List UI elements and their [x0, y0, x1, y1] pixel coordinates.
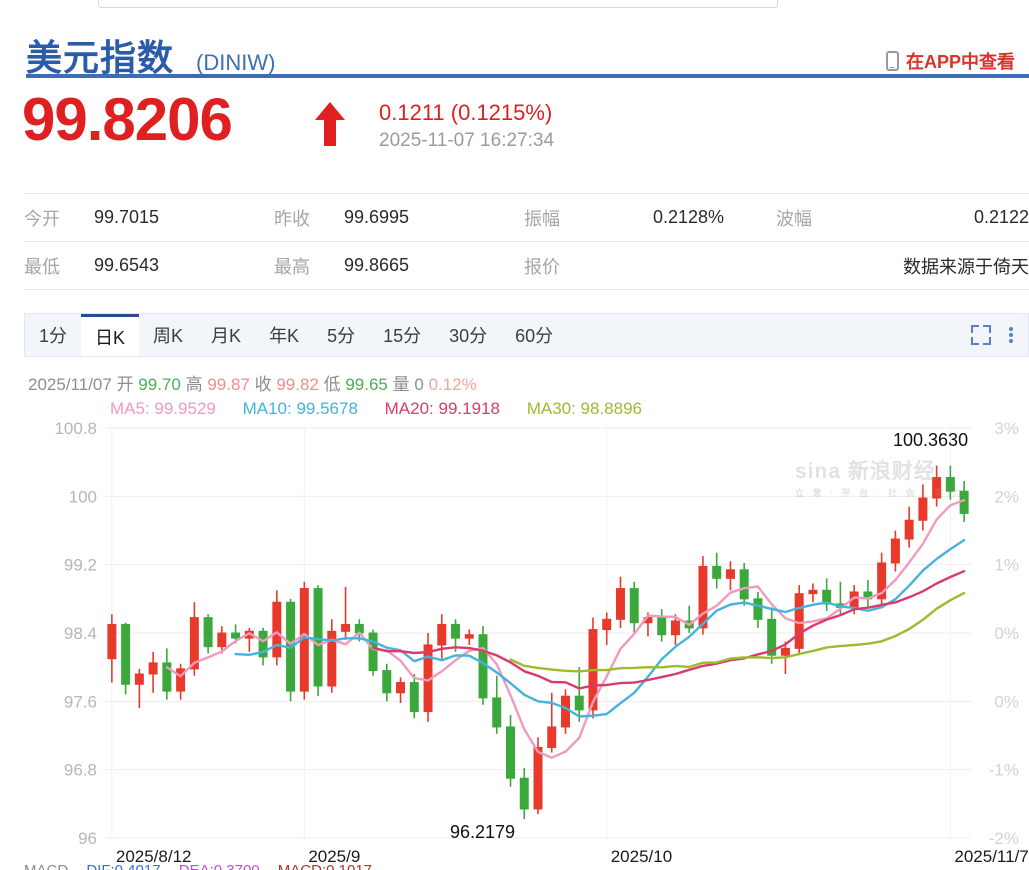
stat-source: 数据来源于倚天	[776, 241, 1029, 289]
stat-high: 最高 99.8665	[274, 241, 524, 289]
tab-15min[interactable]: 15分	[383, 326, 422, 346]
macd-value: MACD:0.1017	[278, 862, 372, 870]
tab-weekk[interactable]: 周K	[153, 326, 184, 346]
svg-text:2025/9: 2025/9	[308, 847, 360, 866]
stat-amplitude-label: 振幅	[524, 208, 560, 229]
stat-prevclose-label: 昨收	[274, 208, 310, 229]
ohlc-close-value: 99.82	[276, 375, 319, 394]
chart-tools	[971, 314, 1028, 356]
price-change: 0.1211 (0.1215%)	[379, 100, 553, 125]
instrument-code: (DINIW)	[196, 50, 276, 75]
tab-1min[interactable]: 1分	[39, 326, 68, 346]
ohlc-info-row: 2025/11/07 开 99.70 高 99.87 收 99.82 低 99.…	[28, 370, 477, 395]
ohlc-high-value: 99.87	[207, 375, 250, 394]
svg-text:1%: 1%	[994, 556, 1019, 575]
chart-canvas: 100.8 100 99.2 98.4 97.6 96.8 96 3% 2% 1% 0% 0% -1% -…	[54, 419, 1028, 866]
header: 美元指数 (DINIW) 在APP中查看	[0, 18, 1029, 76]
tab-yeark[interactable]: 年K	[269, 326, 300, 346]
macd-dea: DEA:0.3700	[179, 862, 260, 870]
macd-info-row: MACD DIF:0.4017 DEA:0.3700 MACD:0.1017	[24, 862, 386, 870]
stat-prevclose-value: 99.6995	[344, 207, 410, 227]
quote-timestamp: 2025-11-07 16:27:34	[379, 130, 555, 151]
stat-open-label: 今开	[24, 208, 60, 229]
stat-bid-label: 报价	[524, 256, 560, 277]
tab-dayk[interactable]: 日K	[81, 314, 140, 356]
svg-text:2025/10: 2025/10	[611, 847, 672, 866]
ohlc-date: 2025/11/07	[28, 375, 112, 394]
ohlc-open-value: 99.70	[138, 375, 181, 394]
low-price-label: 96.2179	[450, 822, 516, 842]
ohlc-volume-value: 0	[414, 375, 424, 394]
ma5-legend: MA5: 99.9529	[110, 399, 216, 418]
expand-icon[interactable]	[971, 325, 991, 345]
stats-row-1: 今开 99.7015 昨收 99.6995 振幅 0.2128% 波幅 0.21…	[24, 193, 1029, 241]
svg-text:100: 100	[69, 487, 97, 506]
stat-open-value: 99.7015	[94, 207, 160, 227]
svg-text:0%: 0%	[994, 624, 1019, 643]
ohlc-volume-label: 量	[392, 375, 410, 394]
open-in-app-link[interactable]: 在APP中查看	[885, 48, 1015, 74]
ohlc-low-value: 99.65	[345, 375, 388, 394]
phone-icon	[885, 51, 899, 71]
svg-text:98.4: 98.4	[64, 624, 97, 643]
top-input-stub[interactable]	[98, 0, 778, 8]
candlestick-chart[interactable]: 100.8 100 99.2 98.4 97.6 96.8 96 3% 2% 1% 0% 0% -1% -…	[0, 419, 1029, 870]
quote-block: 99.8206 0.1211 (0.1215%) 2025-11-07 16:2…	[0, 84, 1029, 170]
tab-60min[interactable]: 60分	[515, 326, 554, 346]
svg-text:3%: 3%	[994, 420, 1019, 438]
peak-price-label: 100.3630	[893, 430, 969, 450]
ohlc-low-label: 低	[323, 375, 341, 394]
ohlc-close-label: 收	[254, 375, 272, 394]
data-source-note: 数据来源于倚天	[903, 256, 1029, 277]
svg-text:2025/8/12: 2025/8/12	[116, 847, 192, 866]
svg-text:2%: 2%	[994, 487, 1019, 506]
svg-text:99.2: 99.2	[64, 556, 97, 575]
more-vertical-icon[interactable]	[1009, 325, 1014, 345]
stat-bid: 报价	[524, 241, 776, 289]
sina-watermark: sina 新浪财经 立 意 · 平 台 · 社 会 · 实 力	[795, 460, 964, 498]
tab-monthk[interactable]: 月K	[211, 326, 242, 346]
svg-text:-2%: -2%	[989, 829, 1019, 848]
last-price: 99.8206	[22, 86, 233, 153]
svg-text:2025/11/7: 2025/11/7	[954, 847, 1028, 866]
stat-high-label: 最高	[274, 256, 310, 277]
header-divider	[26, 74, 1029, 78]
tab-30min[interactable]: 30分	[449, 326, 488, 346]
stat-range-value: 0.2122	[973, 207, 1029, 227]
ma30-legend: MA30: 98.8896	[526, 399, 642, 418]
svg-text:97.6: 97.6	[64, 692, 97, 711]
open-in-app-label: 在APP中查看	[905, 52, 1015, 72]
svg-text:100.8: 100.8	[54, 420, 97, 438]
ohlc-open-label: 开	[116, 375, 134, 394]
stat-low-label: 最低	[24, 256, 60, 277]
svg-text:96.8: 96.8	[64, 761, 97, 780]
stats-bottom-divider	[24, 289, 1029, 290]
stat-range: 波幅 0.2122	[776, 193, 1029, 241]
ohlc-high-label: 高	[185, 375, 203, 394]
stat-open: 今开 99.7015	[24, 193, 274, 241]
stat-low-value: 99.6543	[94, 255, 160, 275]
svg-text:-1%: -1%	[989, 761, 1019, 780]
tab-5min[interactable]: 5分	[327, 326, 356, 346]
stat-range-label: 波幅	[776, 208, 812, 229]
stat-amplitude-value: 0.2128%	[652, 207, 724, 227]
svg-text:0%: 0%	[994, 692, 1019, 711]
svg-text:96: 96	[78, 829, 97, 848]
stat-prevclose: 昨收 99.6995	[274, 193, 524, 241]
period-tabbar: 1分 日K 周K 月K 年K 5分 15分 30分 60分	[24, 313, 1029, 357]
page-title: 美元指数	[26, 37, 175, 78]
macd-dif: DIF:0.4017	[86, 862, 160, 870]
macd-label: MACD	[24, 862, 68, 870]
stat-low: 最低 99.6543	[24, 241, 274, 289]
ma20-legend: MA20: 99.1918	[384, 399, 500, 418]
stat-amplitude: 振幅 0.2128%	[524, 193, 776, 241]
stats-row-2: 最低 99.6543 最高 99.8665 报价 数据来源于倚天	[24, 241, 1029, 289]
ohlc-percent: 0.12%	[428, 375, 477, 394]
stat-high-value: 99.8665	[344, 255, 410, 275]
stats-table: 今开 99.7015 昨收 99.6995 振幅 0.2128% 波幅 0.21…	[24, 193, 1029, 289]
ma-legend-row: MA5: 99.9529 MA10: 99.5678 MA20: 99.1918…	[110, 399, 664, 419]
ma10-legend: MA10: 99.5678	[242, 399, 358, 418]
